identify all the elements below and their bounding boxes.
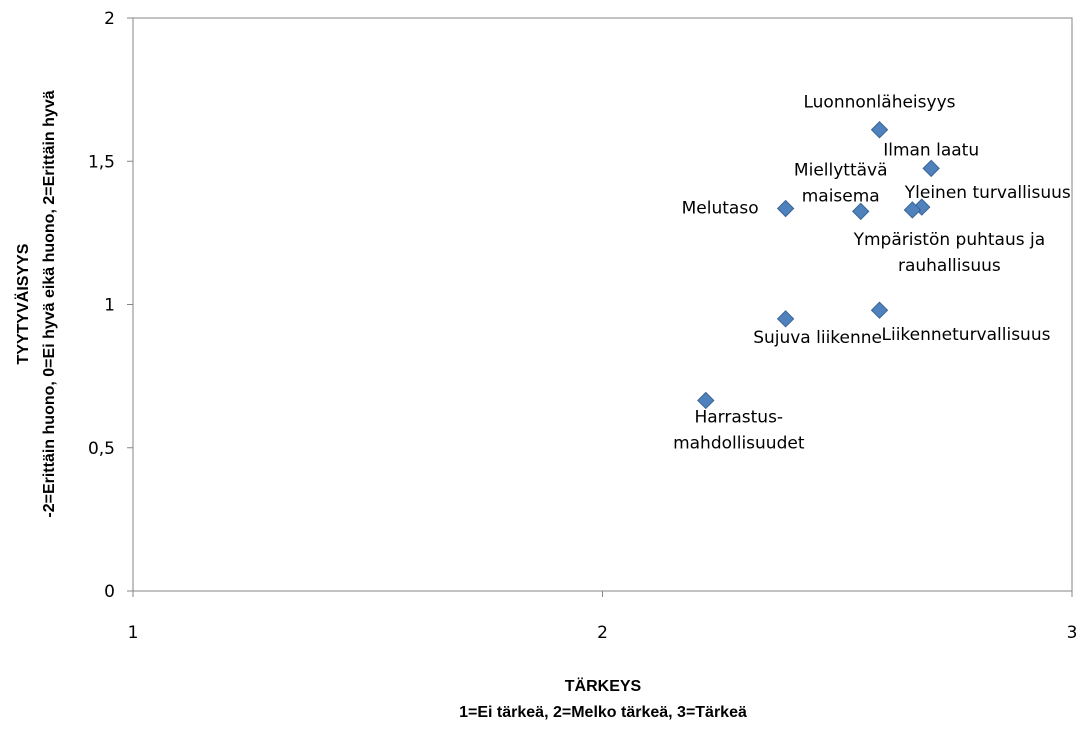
data-point-label: maisema	[802, 186, 880, 206]
data-point-label: Yleinen turvallisuus	[904, 183, 1071, 203]
y-tick-label: 1	[104, 296, 115, 316]
axes-layer: 0 0,5 1 1,5 2 1 2 3	[88, 9, 1077, 643]
y-tick-label: 1,5	[88, 152, 115, 172]
y-tick-label: 0,5	[88, 439, 115, 459]
data-point-marker	[870, 121, 889, 139]
y-tick-label: 0	[104, 582, 115, 602]
x-tick-label: 2	[597, 623, 608, 643]
data-point-label: Liikenneturvallisuus	[882, 325, 1051, 345]
x-tick-label: 3	[1067, 623, 1078, 643]
data-point-label: Melutaso	[682, 199, 759, 219]
data-point-marker	[903, 201, 922, 219]
data-point-marker	[870, 301, 889, 319]
data-point-marker	[776, 199, 795, 218]
data-point-label: Sujuva liikenne	[753, 328, 882, 348]
data-point-label: Harrastus-	[694, 407, 783, 427]
data-point-label: Miellyttävä	[794, 160, 888, 180]
data-point-marker	[697, 391, 715, 410]
data-point-label: mahdollisuudet	[673, 433, 805, 453]
data-point-marker	[852, 202, 870, 221]
x-axis-title: TÄRKEYS	[565, 677, 642, 695]
data-point-marker	[922, 159, 940, 178]
x-tick-label: 1	[128, 623, 139, 643]
y-axis-title: TYYTYVÄISYYS	[14, 243, 32, 364]
y-tick-label: 2	[104, 9, 115, 29]
data-point-label: Luonnonläheisyys	[803, 93, 955, 113]
data-point-label: Ympäristön puhtaus ja	[853, 230, 1046, 250]
x-axis-subtitle: 1=Ei tärkeä, 2=Melko tärkeä, 3=Tärkeä	[459, 704, 747, 721]
data-point-marker	[776, 310, 795, 328]
points-layer	[697, 121, 940, 410]
data-point-label: Ilman laatu	[883, 140, 979, 160]
data-point-label: rauhallisuus	[898, 256, 1001, 276]
y-axis-subtitle: -2=Erittäin huono, 0=Ei hyvä eikä huono,…	[41, 90, 58, 517]
